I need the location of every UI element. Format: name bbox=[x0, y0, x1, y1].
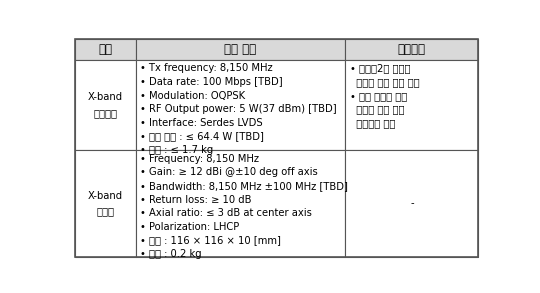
Text: 주요 사양: 주요 사양 bbox=[225, 43, 256, 56]
Text: X-band
송수신기: X-band 송수신기 bbox=[87, 92, 123, 118]
Bar bbox=[136, 39, 346, 60]
Bar bbox=[75, 150, 136, 257]
Text: 품목: 품목 bbox=[98, 43, 112, 56]
Text: • Frequency: 8,150 MHz
• Gain: ≥ 12 dBi @±10 deg off axis
• Bandwidth: 8,150 MHz: • Frequency: 8,150 MHz • Gain: ≥ 12 dBi … bbox=[140, 154, 348, 259]
Text: • Tx frequency: 8,150 MHz
• Data rate: 100 Mbps [TBD]
• Modulation: OQPSK
• RF O: • Tx frequency: 8,150 MHz • Data rate: 1… bbox=[140, 64, 336, 155]
Bar bbox=[136, 150, 346, 257]
Text: -: - bbox=[410, 198, 414, 208]
Text: • 우리별2호 궤도를
  고려한 링크 버짓 분석
• 임무 분석을 통한
  데이터 전송 속도
  요구사항 반영: • 우리별2호 궤도를 고려한 링크 버짓 분석 • 임무 분석을 통한 데이터… bbox=[349, 64, 419, 128]
Bar bbox=[136, 60, 346, 150]
Bar bbox=[75, 60, 136, 150]
Text: 고려사항: 고려사항 bbox=[398, 43, 426, 56]
Bar bbox=[346, 60, 478, 150]
Bar bbox=[75, 39, 136, 60]
Bar bbox=[346, 150, 478, 257]
Bar bbox=[346, 39, 478, 60]
Text: X-band
안테나: X-band 안테나 bbox=[87, 191, 123, 216]
